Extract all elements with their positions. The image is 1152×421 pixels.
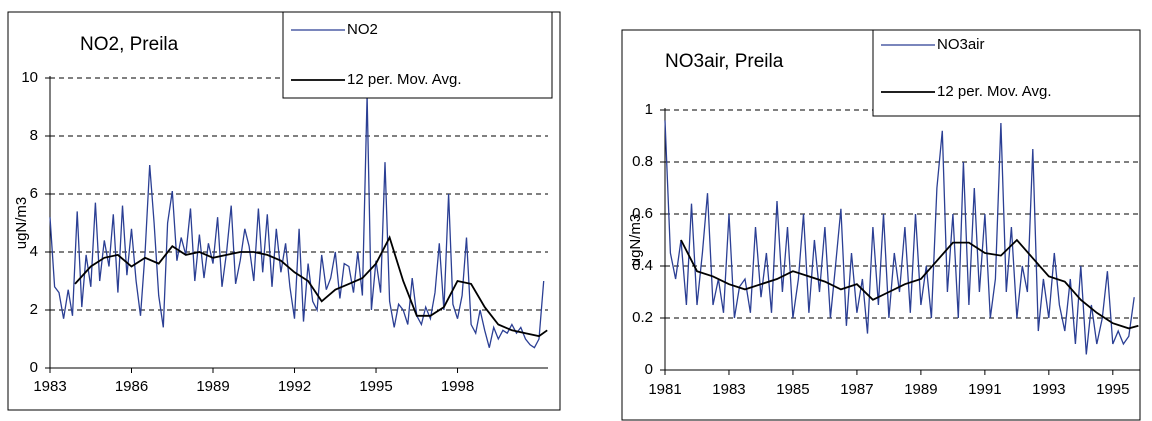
x-tick-label: 1986 bbox=[115, 378, 148, 395]
y-tick-label: 0 bbox=[30, 359, 38, 376]
y-tick-label: 0 bbox=[645, 361, 653, 378]
legend-label: 12 per. Mov. Avg. bbox=[937, 83, 1052, 100]
y-tick-label: 0.8 bbox=[632, 153, 653, 170]
y-axis-label: ugN/m3 bbox=[627, 214, 644, 267]
x-tick-label: 1985 bbox=[776, 381, 809, 398]
legend-label: NO2 bbox=[347, 21, 378, 38]
legend-box bbox=[872, 29, 1141, 117]
y-tick-label: 0.4 bbox=[632, 257, 653, 274]
y-tick-label: 6 bbox=[30, 185, 38, 202]
y-axis-label: ugN/m3 bbox=[13, 197, 30, 250]
legend-box bbox=[282, 11, 553, 99]
series-line bbox=[664, 120, 1135, 355]
x-tick-label: 1983 bbox=[712, 381, 745, 398]
y-tick-label: 0.2 bbox=[632, 309, 653, 326]
y-tick-label: 1 bbox=[645, 101, 653, 118]
legend-label: 12 per. Mov. Avg. bbox=[347, 71, 462, 88]
chart-title: NO3air, Preila bbox=[665, 51, 784, 72]
x-tick-label: 1983 bbox=[33, 378, 66, 395]
y-tick-label: 0.6 bbox=[632, 205, 653, 222]
y-tick-label: 4 bbox=[30, 243, 38, 260]
y-tick-label: 8 bbox=[30, 127, 38, 144]
legend-label: NO3air bbox=[937, 36, 985, 53]
chart-title: NO2, Preila bbox=[80, 34, 179, 55]
x-tick-label: 1993 bbox=[1032, 381, 1065, 398]
x-tick-label: 1987 bbox=[840, 381, 873, 398]
x-tick-label: 1998 bbox=[441, 378, 474, 395]
series-line bbox=[680, 238, 1139, 330]
x-tick-label: 1995 bbox=[1096, 381, 1129, 398]
x-tick-label: 1992 bbox=[278, 378, 311, 395]
x-tick-label: 1981 bbox=[648, 381, 681, 398]
series-line bbox=[74, 235, 548, 338]
x-tick-label: 1989 bbox=[904, 381, 937, 398]
x-tick-label: 1989 bbox=[196, 378, 229, 395]
y-tick-label: 10 bbox=[21, 69, 38, 86]
x-tick-label: 1995 bbox=[359, 378, 392, 395]
x-tick-label: 1991 bbox=[968, 381, 1001, 398]
y-tick-label: 2 bbox=[30, 301, 38, 318]
